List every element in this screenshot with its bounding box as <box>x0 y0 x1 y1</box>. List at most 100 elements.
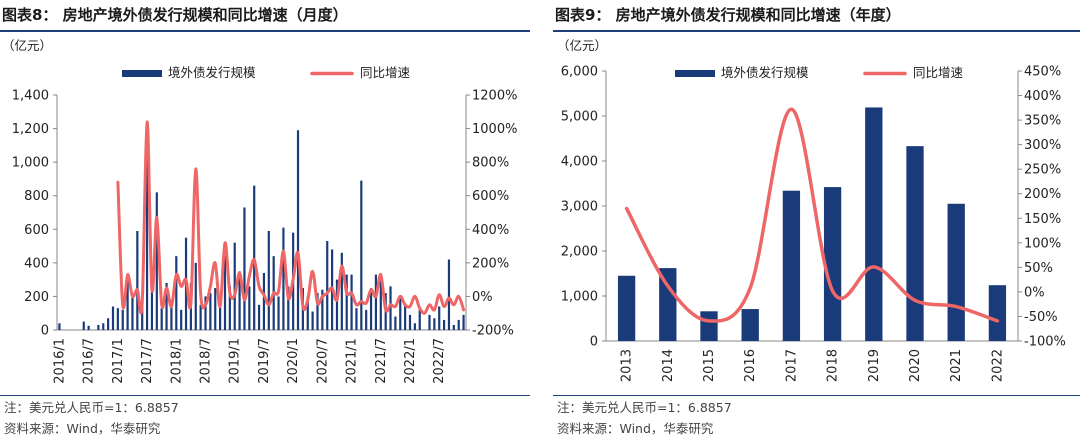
x-tick-label: 2020/1 <box>286 338 301 384</box>
x-tick-label: 2020 <box>908 349 923 382</box>
bar-2022-2 <box>413 323 416 330</box>
bar-2021-11 <box>399 296 402 330</box>
bar-2021-6 <box>374 274 378 330</box>
growth-rate-line <box>116 120 466 315</box>
title-rule <box>0 30 530 32</box>
bar-2018-9 <box>214 288 217 330</box>
bar-2016-1 <box>58 323 61 330</box>
legend-bar-label: 境外债发行规模 <box>168 65 256 80</box>
bar-2013 <box>617 275 636 341</box>
legend-bar-swatch <box>675 70 715 77</box>
bar-2018-12 <box>228 286 231 330</box>
x-tick-label: 2018/1 <box>169 338 184 384</box>
chart-title: 图表9： 房地产境外债发行规模和同比增速（年度） <box>555 6 901 24</box>
y-tick-label: 3,000 <box>561 200 598 215</box>
x-tick-label: 2022 <box>990 349 1005 382</box>
bar-2016-7 <box>87 325 90 330</box>
bar-2019-4 <box>248 286 251 330</box>
exchange-rate-note: 注：美元兑人民币=1：6.8857 <box>557 400 732 415</box>
y2-tick-label: 0% <box>472 290 493 305</box>
x-tick-label: 2016/7 <box>82 338 97 384</box>
bar-2021-1 <box>350 274 353 330</box>
y-tick-label: 400 <box>24 256 49 271</box>
x-tick-label: 2020/7 <box>315 338 330 384</box>
y2-tick-label: -100% <box>1024 335 1066 350</box>
y-tick-label: 4,000 <box>561 155 598 170</box>
y-axis-unit: （亿元） <box>2 38 52 53</box>
monthly-chart: （亿元） 0 200 400 600 800 1,000 1,200 1,400 -200% 0% 2… <box>2 38 517 384</box>
bar-2018 <box>823 187 842 341</box>
bar-2016-9 <box>97 324 100 330</box>
bar-2020-6 <box>316 293 319 330</box>
bar-2020-11 <box>340 252 343 330</box>
bar-2022-8 <box>442 319 446 330</box>
y-tick-label: 800 <box>24 189 49 204</box>
bar-2019-10 <box>277 296 280 330</box>
bar-2016 <box>741 309 759 341</box>
bar-2021-2 <box>355 308 358 330</box>
bar-2022-10 <box>452 324 455 330</box>
bar-2019 <box>865 107 883 341</box>
bar-2014 <box>659 268 677 341</box>
y-tick-label: 200 <box>24 290 49 305</box>
y2-tick-label: 800% <box>472 156 509 171</box>
growth-rate-line <box>624 107 1000 323</box>
x-tick-label: 2015 <box>702 349 717 382</box>
x-tick-label: 2014 <box>661 349 676 382</box>
bar-2017-9 <box>155 192 158 330</box>
bar-2018-10 <box>219 306 222 330</box>
bar-2020-4 <box>306 296 309 330</box>
y2-tick-label: 600% <box>472 189 509 204</box>
bar-2020-10 <box>335 279 339 330</box>
legend-line-label: 同比增速 <box>913 65 964 80</box>
y2-tick-label: 200% <box>472 256 509 271</box>
y-tick-label: 5,000 <box>561 110 598 125</box>
bar-2021-12 <box>404 303 407 330</box>
y2-tick-label: -200% <box>472 324 514 339</box>
legend-bar-swatch <box>122 70 162 77</box>
bar-2019-5 <box>253 185 256 330</box>
bar-2022-11 <box>457 319 460 330</box>
y-tick-label: 0 <box>590 335 598 350</box>
bar-2016-10 <box>102 323 105 330</box>
y-tick-label: 1,200 <box>12 122 49 137</box>
bar-2021-7 <box>379 276 382 330</box>
bar-2022-9 <box>447 259 451 330</box>
y2-tick-label: 250% <box>1024 163 1061 178</box>
bar-2019-1 <box>233 242 236 330</box>
bar-2022-6 <box>433 318 436 330</box>
bar-2022-12 <box>462 314 465 330</box>
x-tick-label: 2022/1 <box>403 338 418 384</box>
y-tick-label: 1,000 <box>12 156 49 171</box>
bar-2017 <box>782 190 801 341</box>
y-tick-label: 1,000 <box>561 290 598 305</box>
bar-2022-1 <box>408 314 412 330</box>
y-tick-label: 2,000 <box>561 245 598 260</box>
y2-tick-label: 300% <box>1024 138 1061 153</box>
bar-2021-3 <box>360 180 363 330</box>
bar-2017-2 <box>121 309 124 330</box>
bar-2017-11 <box>165 283 168 330</box>
bar-2017-4 <box>131 296 134 330</box>
bar-2020-8 <box>326 241 329 330</box>
x-tick-label: 2017/1 <box>111 338 126 384</box>
bar-2020-7 <box>321 289 324 330</box>
bar-2017-5 <box>136 230 139 330</box>
bar-2017-6 <box>141 306 144 330</box>
bar-2021-5 <box>369 288 373 330</box>
bar-2021-9 <box>389 286 392 330</box>
bar-2022-3 <box>418 309 421 330</box>
x-tick-label: 2016 <box>743 349 758 382</box>
bar-2021-10 <box>394 316 397 330</box>
x-tick-label: 2019 <box>867 349 882 382</box>
bar-2022 <box>988 285 1007 341</box>
bar-2019-7 <box>262 272 266 330</box>
y2-tick-label: -50% <box>1024 310 1058 325</box>
bar-2017-1 <box>116 308 119 330</box>
exchange-rate-note: 注：美元兑人民币=1：6.8857 <box>4 400 179 415</box>
x-tick-label: 2017 <box>784 349 799 382</box>
y-tick-label: 600 <box>24 223 49 238</box>
y2-tick-label: 200% <box>1024 187 1061 202</box>
chart-title: 图表8： 房地产境外债发行规模和同比增速（月度） <box>2 6 348 24</box>
y2-tick-label: 1000% <box>472 122 517 137</box>
